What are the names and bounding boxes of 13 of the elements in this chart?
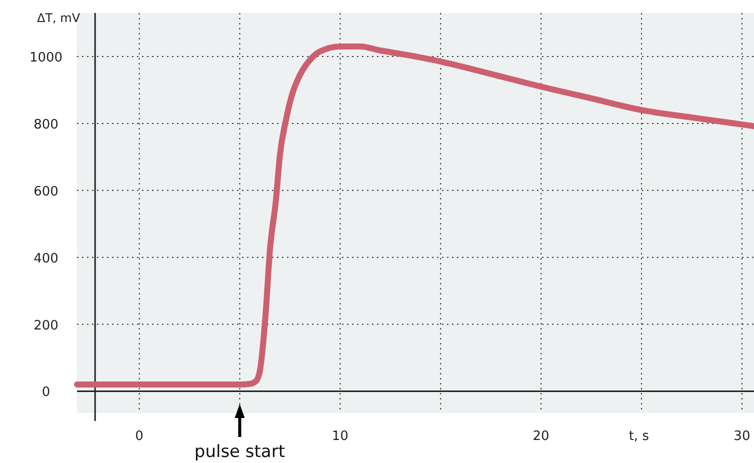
y-axis-title: ΔT, mV (37, 11, 81, 25)
y-tick-label: 800 (34, 117, 58, 132)
x-tick-label: 30 (734, 429, 750, 444)
x-axis-title: t, s (628, 429, 650, 444)
ref-line-label: pulse start (194, 442, 286, 462)
y-tick-label: 600 (34, 184, 58, 200)
y-tick-label: 200 (34, 318, 58, 334)
x-tick-label: 0 (135, 429, 144, 444)
y-tick-label: 0 (42, 385, 50, 400)
y-tick-label: 1000 (29, 50, 63, 66)
y-tick-label: 400 (34, 251, 58, 266)
x-tick-label: 20 (532, 429, 550, 444)
x-tick-label: 10 (332, 429, 348, 444)
